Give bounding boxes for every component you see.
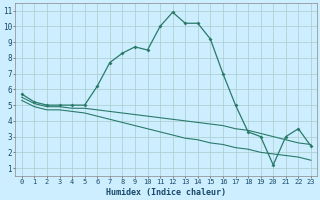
X-axis label: Humidex (Indice chaleur): Humidex (Indice chaleur): [106, 188, 226, 197]
